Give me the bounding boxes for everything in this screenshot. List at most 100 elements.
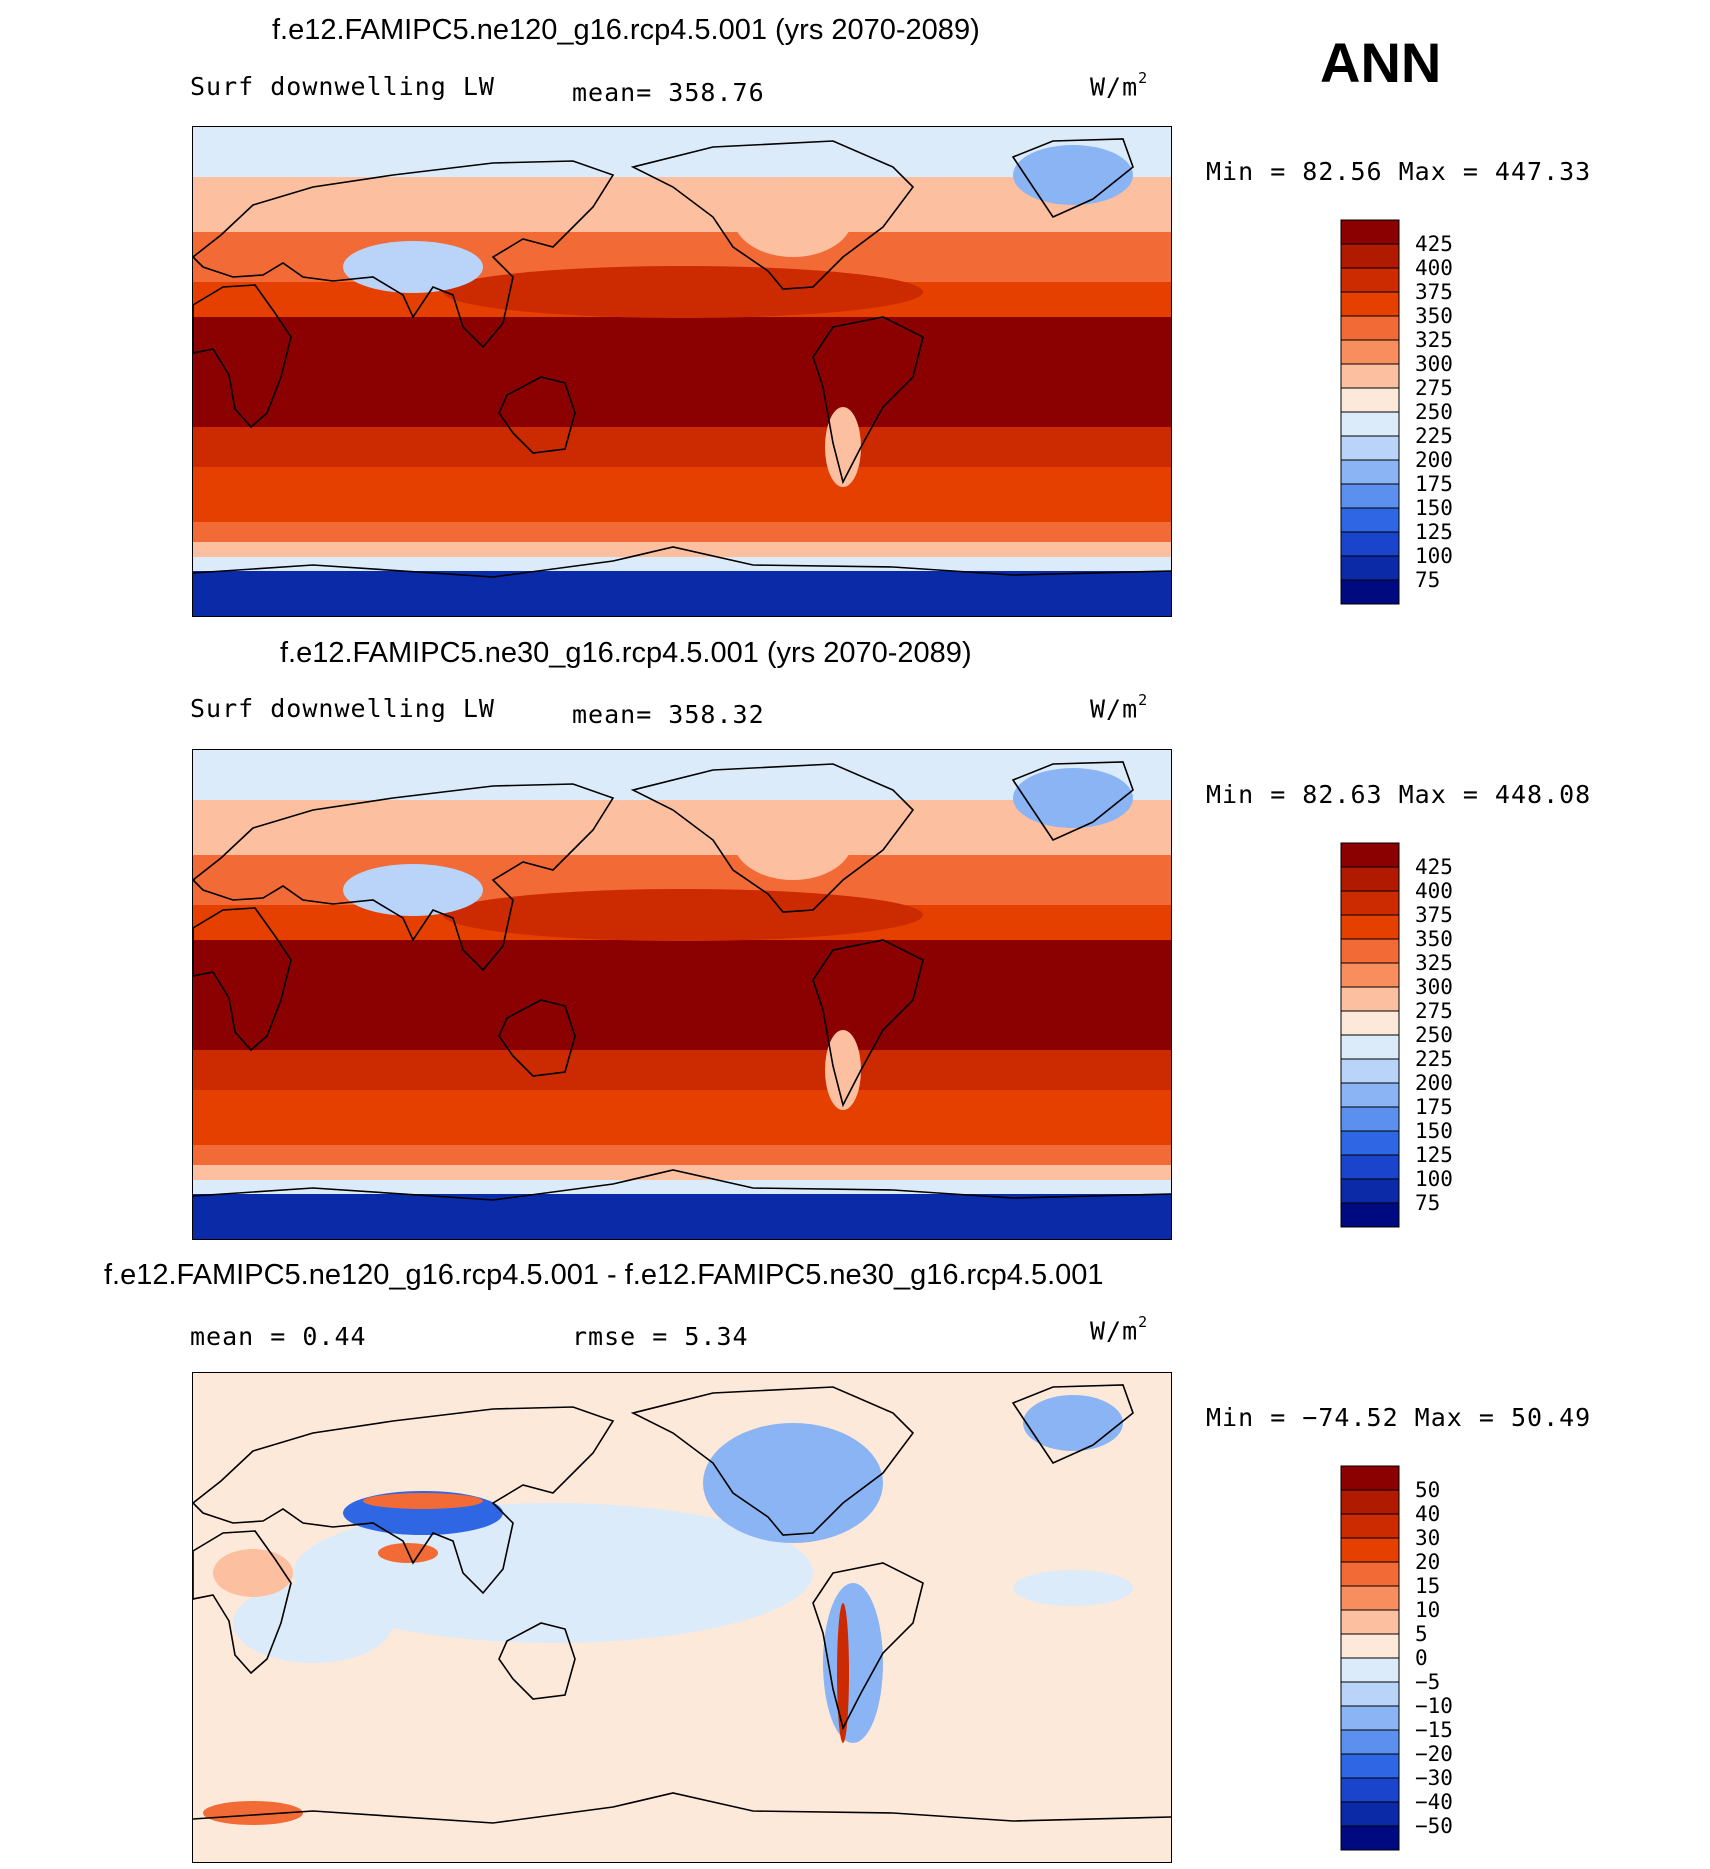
arctic-band: [193, 750, 1171, 800]
colorbar-3-swatch: [1340, 1777, 1400, 1803]
colorbar-1-swatch: [1340, 579, 1400, 605]
panel-1-mean-label: mean= 358.76: [572, 78, 765, 107]
colorbar-3-tick-label: 5: [1415, 1622, 1428, 1646]
andes-region: [825, 1030, 861, 1110]
colorbar-3-tick-label: −20: [1415, 1742, 1453, 1766]
coastline-americas: [630, 763, 924, 1108]
colorbar-2-tick-label: 425: [1415, 855, 1453, 879]
subarctic-band: [193, 800, 1171, 855]
colorbar-3-tick-label: −30: [1415, 1766, 1453, 1790]
coastline-eurasia: [193, 783, 615, 972]
colorbar-3-tick-label: −10: [1415, 1694, 1453, 1718]
colorbar-3-swatch: [1340, 1705, 1400, 1731]
colorbar-3-swatch: [1340, 1657, 1400, 1683]
greenland-negative-region: [1023, 1395, 1123, 1451]
greenland-region: [1013, 768, 1133, 828]
colorbar-2-swatch: [1340, 1034, 1400, 1060]
colorbar-3-swatch: [1340, 1513, 1400, 1539]
coastline-africa: [193, 1530, 292, 1675]
colorbar-1-swatch: [1340, 291, 1400, 317]
colorbar-2-swatch: [1340, 914, 1400, 940]
southern-ocean-band: [193, 1145, 1171, 1165]
north-pacific-warm-region: [443, 266, 923, 318]
north-pacific-warm-region: [443, 889, 923, 941]
colorbar-2-tick-label: 300: [1415, 975, 1453, 999]
antarctic-band: [193, 571, 1171, 616]
coastline-antarctica: [193, 546, 1171, 578]
subarctic-band: [193, 177, 1171, 232]
colorbar-3-tick-label: 50: [1415, 1478, 1440, 1502]
colorbar-1-tick-label: 425: [1415, 232, 1453, 256]
panel-2-variable-label: Surf downwelling LW: [190, 694, 495, 723]
colorbar-1-tick-label: 100: [1415, 544, 1453, 568]
andes-region: [825, 407, 861, 487]
colorbar-1-swatch: [1340, 267, 1400, 293]
colorbar-3-tick-label: 30: [1415, 1526, 1440, 1550]
colorbar-1-swatch: [1340, 219, 1400, 245]
south-america-negative-region: [823, 1583, 883, 1743]
colorbar-1-swatch: [1340, 459, 1400, 485]
panel-1-colorbar: 425 400 375 350 325 300 275 250 225 200 175 150 125 1…: [1340, 219, 1453, 605]
colorbar-1-tick-label: 75: [1415, 568, 1440, 592]
colorbar-1-swatch: [1340, 555, 1400, 581]
coastline-eurasia: [193, 160, 615, 349]
coastline-greenland: [1011, 1384, 1134, 1465]
tibetan-plateau-region: [343, 241, 483, 293]
north-america-region: [733, 800, 853, 880]
colorbar-3-swatch: [1340, 1633, 1400, 1659]
panel-2-minmax: Min = 82.63 Max = 448.08: [1206, 780, 1592, 809]
colorbar-2-swatch: [1340, 1058, 1400, 1084]
panel-3-map-svg: [193, 1373, 1171, 1862]
colorbar-2-swatch: [1340, 890, 1400, 916]
colorbar-1-tick-label: 175: [1415, 472, 1453, 496]
north-america-region: [733, 177, 853, 257]
tibet-positive-region: [363, 1493, 483, 1509]
south-subtropics-band: [193, 1050, 1171, 1090]
colorbar-3-tick-label: 10: [1415, 1598, 1440, 1622]
coastline-group: [193, 761, 1171, 1201]
colorbar-2-swatch: [1340, 986, 1400, 1012]
ice-edge-band: [193, 557, 1171, 571]
south-midlat-band: [193, 467, 1171, 522]
colorbar-3-swatch: [1340, 1585, 1400, 1611]
colorbar-3-swatch: [1340, 1729, 1400, 1755]
colorbar-3-swatch: [1340, 1609, 1400, 1635]
colorbar-2-swatch: [1340, 1154, 1400, 1180]
panel-1-map-svg: [193, 127, 1171, 616]
colorbar-3-tick-label: −50: [1415, 1814, 1453, 1838]
coastline-africa: [193, 284, 292, 429]
colorbar-1-tick-label: 275: [1415, 376, 1453, 400]
colorbar-1-tick-label: 325: [1415, 328, 1453, 352]
colorbar-2-tick-label: 400: [1415, 879, 1453, 903]
coastline-australia: [498, 1622, 576, 1700]
colorbar-1-swatch: [1340, 435, 1400, 461]
coastline-americas: [630, 1386, 924, 1731]
colorbar-1-tick-label: 150: [1415, 496, 1453, 520]
antarctic-band: [193, 1194, 1171, 1239]
colorbar-3-swatch: [1340, 1489, 1400, 1515]
colorbar-1-tick-label: 125: [1415, 520, 1453, 544]
south-subtropics-band: [193, 427, 1171, 467]
colorbar-2-swatch: [1340, 1010, 1400, 1036]
colorbar-2-tick-label: 100: [1415, 1167, 1453, 1191]
colorbar-3-tick-label: 0: [1415, 1646, 1428, 1670]
colorbar-2-swatch: [1340, 962, 1400, 988]
coastline-antarctica: [193, 1169, 1171, 1201]
coastline-africa: [193, 907, 292, 1052]
tropical-band: [193, 940, 1171, 1050]
colorbar-2-tick-label: 125: [1415, 1143, 1453, 1167]
panel-3-colorbar: 50 40 30 20 15 10 5 0 −5 −10 −15 −20 −30 −40 −50: [1340, 1465, 1453, 1851]
colorbar-2-swatch: [1340, 1178, 1400, 1204]
coastline-australia: [498, 999, 576, 1077]
colorbar-3-tick-label: −15: [1415, 1718, 1453, 1742]
colorbar-2-tick-label: 350: [1415, 927, 1453, 951]
colorbar-2-tick-label: 325: [1415, 951, 1453, 975]
colorbar-3-swatch: [1340, 1537, 1400, 1563]
colorbar-3-swatch: [1340, 1681, 1400, 1707]
colorbar-1-tick-label: 250: [1415, 400, 1453, 424]
panel-2-colorbar: 425 400 375 350 325 300 275 250 225 200 175 150 125 1…: [1340, 842, 1453, 1228]
colorbar-2-tick-label: 275: [1415, 999, 1453, 1023]
colorbar-3-tick-label: 40: [1415, 1502, 1440, 1526]
coastline-greenland: [1011, 761, 1134, 842]
colorbar-1-swatch: [1340, 243, 1400, 269]
